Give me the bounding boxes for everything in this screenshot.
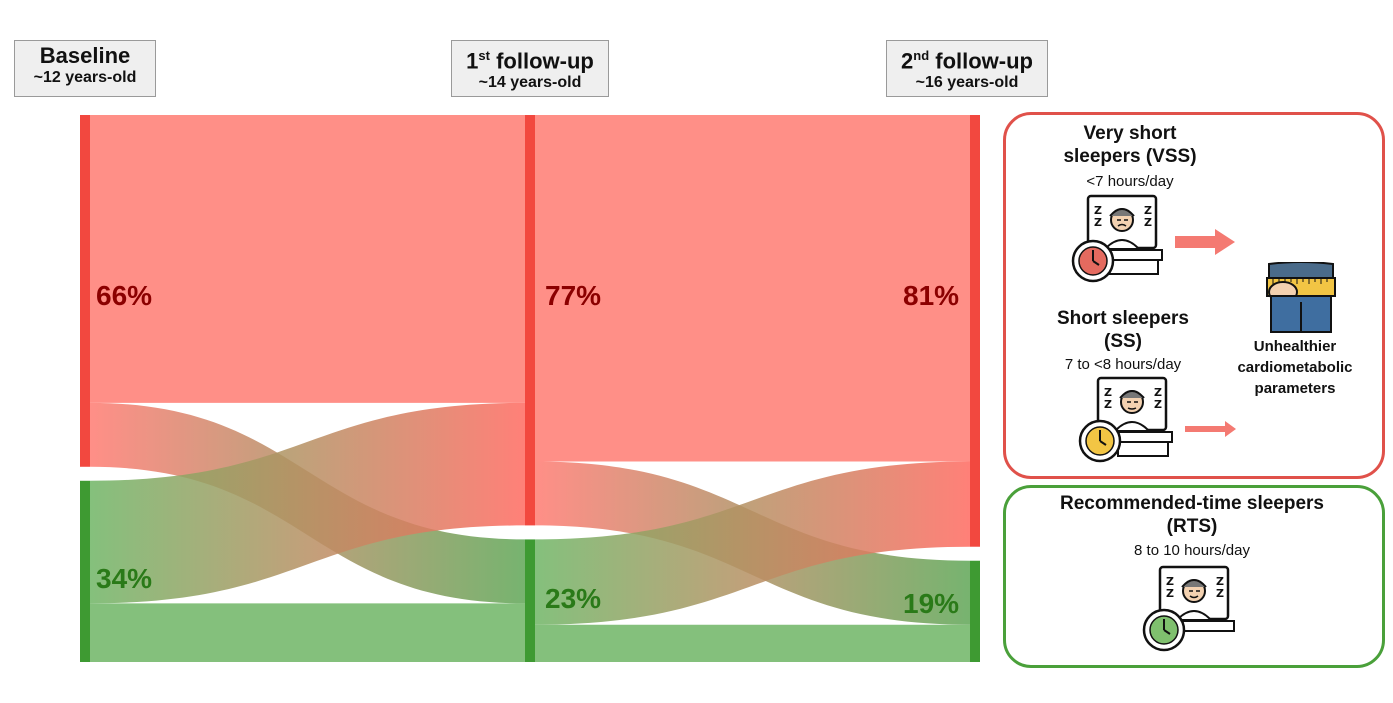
- svg-text:Z: Z: [1154, 386, 1162, 399]
- outcome-label: Unhealthier cardiometabolic parameters: [1237, 338, 1353, 397]
- yellow-clock-icon: [1078, 419, 1122, 463]
- sleeping-person-vss-icon: Z Z Z Z: [1086, 194, 1163, 275]
- green-clock-icon: [1142, 608, 1186, 652]
- stage-followup1-title: 1st follow-up: [466, 48, 594, 74]
- stage-followup2-age: ~16 years-old: [915, 74, 1019, 92]
- node-bar-stage0-recommended: [80, 480, 90, 662]
- svg-text:Z: Z: [1216, 587, 1224, 600]
- svg-text:Z: Z: [1154, 398, 1162, 411]
- red-clock-icon: [1071, 239, 1115, 283]
- svg-text:Z: Z: [1144, 204, 1152, 217]
- svg-text:Z: Z: [1166, 575, 1174, 588]
- sleeping-person-rts-icon: Z Z Z Z: [1158, 565, 1235, 632]
- sankey-diagram: [80, 115, 980, 662]
- label-baseline-short-pct: 66%: [96, 280, 153, 311]
- stage-followup2-box: 2nd follow-up ~16 years-old: [886, 40, 1048, 97]
- label-baseline-recommended-pct: 34%: [96, 563, 153, 594]
- stage-baseline-box: Baseline ~12 years-old: [14, 40, 156, 97]
- sleeping-person-ss-icon: Z Z Z Z: [1096, 376, 1173, 457]
- stage-followup1-box: 1st follow-up ~14 years-old: [451, 40, 609, 97]
- stage-followup1-age: ~14 years-old: [478, 74, 582, 92]
- node-bar-stage1-short: [525, 115, 535, 526]
- rts-hours: 8 to 10 hours/day: [1134, 542, 1250, 559]
- label-followup2-recommended-pct: 19%: [903, 588, 960, 619]
- svg-text:Z: Z: [1094, 204, 1102, 217]
- arrow-right-icon-vss: [1175, 229, 1235, 255]
- flow-link-1-recommended-to-2-short: [535, 461, 970, 625]
- flow-link-1-recommended-to-2-recommended: [535, 624, 970, 662]
- label-followup1-short-pct: 77%: [545, 280, 602, 311]
- vss-title: Very short sleepers (VSS): [1063, 123, 1197, 167]
- label-followup2-short-pct: 81%: [903, 280, 960, 311]
- stage-baseline-age: ~12 years-old: [33, 69, 137, 86]
- arrow-right-icon-ss: [1185, 421, 1236, 437]
- vss-hours: <7 hours/day: [1086, 173, 1174, 190]
- ss-hours: 7 to <8 hours/day: [1064, 356, 1182, 373]
- svg-text:Z: Z: [1144, 216, 1152, 229]
- ss-title: Short sleepers (SS): [1057, 308, 1189, 352]
- svg-text:Z: Z: [1104, 398, 1112, 411]
- rts-title: Recommended-time sleepers (RTS): [1060, 493, 1324, 537]
- flow-link-0-recommended-to-1-recommended: [90, 603, 525, 662]
- flow-link-0-recommended-to-1-short: [90, 402, 525, 604]
- svg-text:Z: Z: [1216, 575, 1224, 588]
- node-bar-stage2-recommended: [970, 560, 980, 662]
- node-bar-stage0-short: [80, 115, 90, 467]
- node-bar-stage2-short: [970, 115, 980, 547]
- flow-link-1-short-to-2-short: [535, 115, 970, 462]
- stage-followup2-title: 2nd follow-up: [901, 48, 1033, 74]
- node-bar-stage1-recommended: [525, 539, 535, 662]
- svg-text:Z: Z: [1166, 587, 1174, 600]
- svg-text:Z: Z: [1094, 216, 1102, 229]
- label-followup1-recommended-pct: 23%: [545, 583, 602, 614]
- stage-baseline-title: Baseline: [39, 43, 131, 68]
- flow-link-0-short-to-1-short: [90, 115, 525, 403]
- svg-text:Z: Z: [1104, 386, 1112, 399]
- waist-measure-icon: [1266, 262, 1336, 333]
